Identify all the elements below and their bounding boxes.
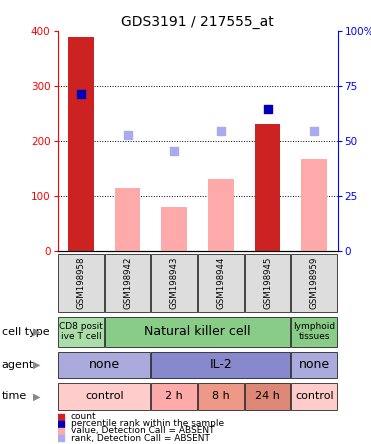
Text: GSM198958: GSM198958 [76, 257, 85, 309]
Point [58, 413, 64, 420]
Point [171, 147, 177, 155]
Text: GSM198943: GSM198943 [170, 257, 179, 309]
Point [311, 127, 317, 135]
Point [218, 127, 224, 135]
Text: GSM198942: GSM198942 [123, 257, 132, 309]
Text: 2 h: 2 h [165, 391, 183, 400]
Bar [291, 317, 337, 347]
Text: control: control [85, 391, 124, 400]
Bar [291, 254, 337, 313]
Bar [151, 383, 197, 409]
Text: GSM198945: GSM198945 [263, 257, 272, 309]
Text: cell type: cell type [2, 327, 49, 337]
Text: 24 h: 24 h [255, 391, 280, 400]
Text: lymphoid
tissues: lymphoid tissues [293, 321, 335, 341]
Bar [58, 317, 104, 347]
Bar [105, 317, 290, 347]
Text: ▶: ▶ [33, 327, 41, 337]
Text: CD8 posit
ive T cell: CD8 posit ive T cell [59, 321, 103, 341]
Bar [115, 188, 140, 251]
Text: none: none [89, 358, 120, 371]
Text: control: control [295, 391, 334, 400]
Text: 8 h: 8 h [212, 391, 230, 400]
Title: GDS3191 / 217555_at: GDS3191 / 217555_at [121, 15, 274, 29]
Point [125, 132, 131, 139]
Text: count: count [70, 412, 96, 421]
Point [58, 428, 64, 435]
Bar [291, 352, 337, 378]
Bar [198, 254, 244, 313]
Bar [58, 383, 150, 409]
Bar [245, 254, 290, 313]
Bar [255, 124, 280, 251]
Text: ▶: ▶ [33, 391, 41, 401]
Bar [161, 207, 187, 251]
Text: IL-2: IL-2 [210, 358, 232, 371]
Point [265, 106, 270, 113]
Point [78, 91, 84, 98]
Bar [105, 254, 150, 313]
Text: rank, Detection Call = ABSENT: rank, Detection Call = ABSENT [70, 434, 210, 443]
Text: time: time [2, 391, 27, 401]
Bar [291, 383, 337, 409]
Bar [151, 352, 290, 378]
Text: value, Detection Call = ABSENT: value, Detection Call = ABSENT [70, 426, 214, 436]
Text: none: none [299, 358, 330, 371]
Bar [58, 254, 104, 313]
Bar [68, 36, 94, 251]
Bar [208, 179, 234, 251]
Bar [151, 254, 197, 313]
Bar [301, 159, 327, 251]
Text: agent: agent [2, 360, 34, 370]
Point [58, 435, 64, 442]
Text: Natural killer cell: Natural killer cell [144, 325, 251, 338]
Bar [58, 352, 150, 378]
Text: percentile rank within the sample: percentile rank within the sample [70, 419, 224, 428]
Text: ▶: ▶ [33, 360, 41, 370]
Text: GSM198944: GSM198944 [216, 257, 226, 309]
Text: GSM198959: GSM198959 [310, 257, 319, 309]
Point [58, 420, 64, 427]
Bar [198, 383, 244, 409]
Bar [245, 383, 290, 409]
